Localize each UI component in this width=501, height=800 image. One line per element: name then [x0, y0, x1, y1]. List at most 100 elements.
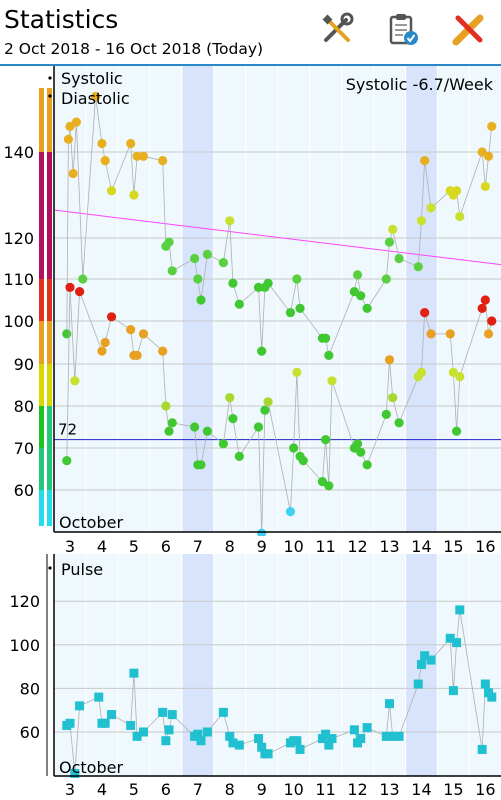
page-title: Statistics	[4, 5, 119, 34]
systolic-point	[228, 278, 238, 288]
diastolic-point	[327, 376, 337, 386]
wrench-screwdriver-icon[interactable]	[318, 10, 358, 50]
systolic-point	[62, 329, 72, 339]
pulse-point	[129, 668, 139, 678]
diastolic-point	[260, 405, 270, 415]
x-tick-label: 14	[411, 780, 431, 799]
date-range: 2 Oct 2018 - 16 Oct 2018 (Today)	[4, 40, 264, 58]
x-tick-label: 10	[283, 537, 303, 556]
x-tick-label: 16	[475, 537, 495, 556]
pulse-point	[94, 692, 104, 702]
systolic-point	[321, 333, 331, 343]
legend-color-bar	[47, 490, 52, 526]
x-tick-label: 11	[315, 780, 335, 799]
x-tick-label: 9	[257, 537, 267, 556]
systolic-point	[416, 216, 427, 226]
systolic-point	[90, 91, 101, 102]
month-label: October	[59, 513, 123, 532]
x-tick-label: 8	[225, 537, 235, 556]
y-tick-label: 100	[3, 312, 34, 331]
clipboard-check-icon[interactable]	[383, 10, 423, 50]
diastolic-point	[65, 282, 75, 292]
systolic-point	[218, 258, 228, 268]
diastolic-point	[381, 409, 391, 419]
systolic-point	[483, 151, 494, 161]
systolic-point	[190, 253, 200, 264]
diastolic-point	[263, 397, 273, 407]
systolic-point	[352, 270, 363, 280]
diastolic-point	[356, 447, 366, 457]
legend-color-bar	[47, 321, 52, 364]
legend-marker	[48, 566, 52, 570]
pencil-ruler-icon[interactable]	[448, 10, 488, 50]
diastolic-point	[158, 346, 168, 356]
pulse-point	[228, 738, 238, 748]
systolic-point	[106, 186, 117, 196]
x-tick-label: 13	[379, 780, 399, 799]
x-tick-label: 14	[411, 537, 431, 556]
x-tick-label: 12	[347, 780, 367, 799]
diastolic-point	[196, 460, 206, 470]
systolic-point	[100, 156, 110, 166]
legend-color-bar	[39, 406, 44, 448]
x-tick-label: 7	[193, 780, 203, 799]
pulse-point	[158, 707, 168, 717]
pulse-point	[107, 710, 117, 720]
diastolic-point	[164, 426, 174, 436]
x-tick-label: 4	[97, 780, 107, 799]
x-tick-label: 3	[65, 780, 75, 799]
app-bar: Statistics 2 Oct 2018 - 16 Oct 2018 (Tod…	[0, 0, 501, 64]
legend-color-bar	[47, 364, 52, 406]
x-tick-label: 3	[65, 537, 75, 556]
systolic-point	[487, 121, 497, 131]
legend-color-bar	[39, 321, 44, 364]
legend-color-bar	[47, 88, 52, 152]
x-tick-label: 5	[129, 780, 139, 799]
systolic-point	[420, 156, 430, 166]
x-tick-label: 13	[379, 537, 399, 556]
legend-color-bar	[39, 88, 44, 152]
diastolic-point	[234, 451, 244, 461]
pulse-point	[75, 701, 85, 711]
y-tick-label: 60	[14, 481, 34, 500]
systolic-point	[362, 303, 372, 313]
diastolic-point	[167, 418, 177, 428]
pulse-point	[161, 736, 171, 746]
systolic-point	[285, 308, 296, 318]
pulse-point	[65, 718, 75, 728]
diastolic-point	[384, 355, 395, 365]
pulse-point	[416, 659, 426, 669]
y-tick-label: 80	[14, 397, 34, 416]
pulse-point	[324, 740, 334, 750]
pulse-point	[234, 740, 244, 750]
systolic-point	[196, 295, 206, 305]
legend-color-bar	[47, 152, 52, 279]
diastolic-point	[218, 439, 228, 449]
y-tick-label: 110	[3, 270, 34, 289]
systolic-point	[129, 190, 139, 200]
legend-color-bar	[47, 448, 52, 490]
x-tick-label: 15	[443, 780, 463, 799]
month-label: October	[59, 758, 123, 777]
pulse-point	[225, 731, 235, 741]
y-tick-label: 80	[20, 679, 40, 698]
systolic-point	[225, 216, 235, 226]
pulse-point	[295, 744, 305, 754]
diastolic-point	[451, 426, 462, 436]
y-tick-label: 100	[9, 636, 40, 655]
pulse-point	[138, 727, 148, 737]
diastolic-point	[420, 308, 430, 318]
legend-color-bar	[47, 406, 52, 448]
diastolic-point	[228, 414, 238, 424]
diastolic-point	[253, 422, 264, 432]
pulse-point	[257, 742, 267, 752]
trend-line	[53, 209, 501, 266]
diastolic-point	[352, 439, 363, 449]
systolic-point	[263, 278, 273, 288]
systolic-point	[384, 237, 395, 247]
pulse-point	[349, 725, 359, 735]
pulse-point	[388, 731, 398, 741]
pulse-point	[477, 744, 487, 754]
diastolic-point	[132, 350, 142, 360]
